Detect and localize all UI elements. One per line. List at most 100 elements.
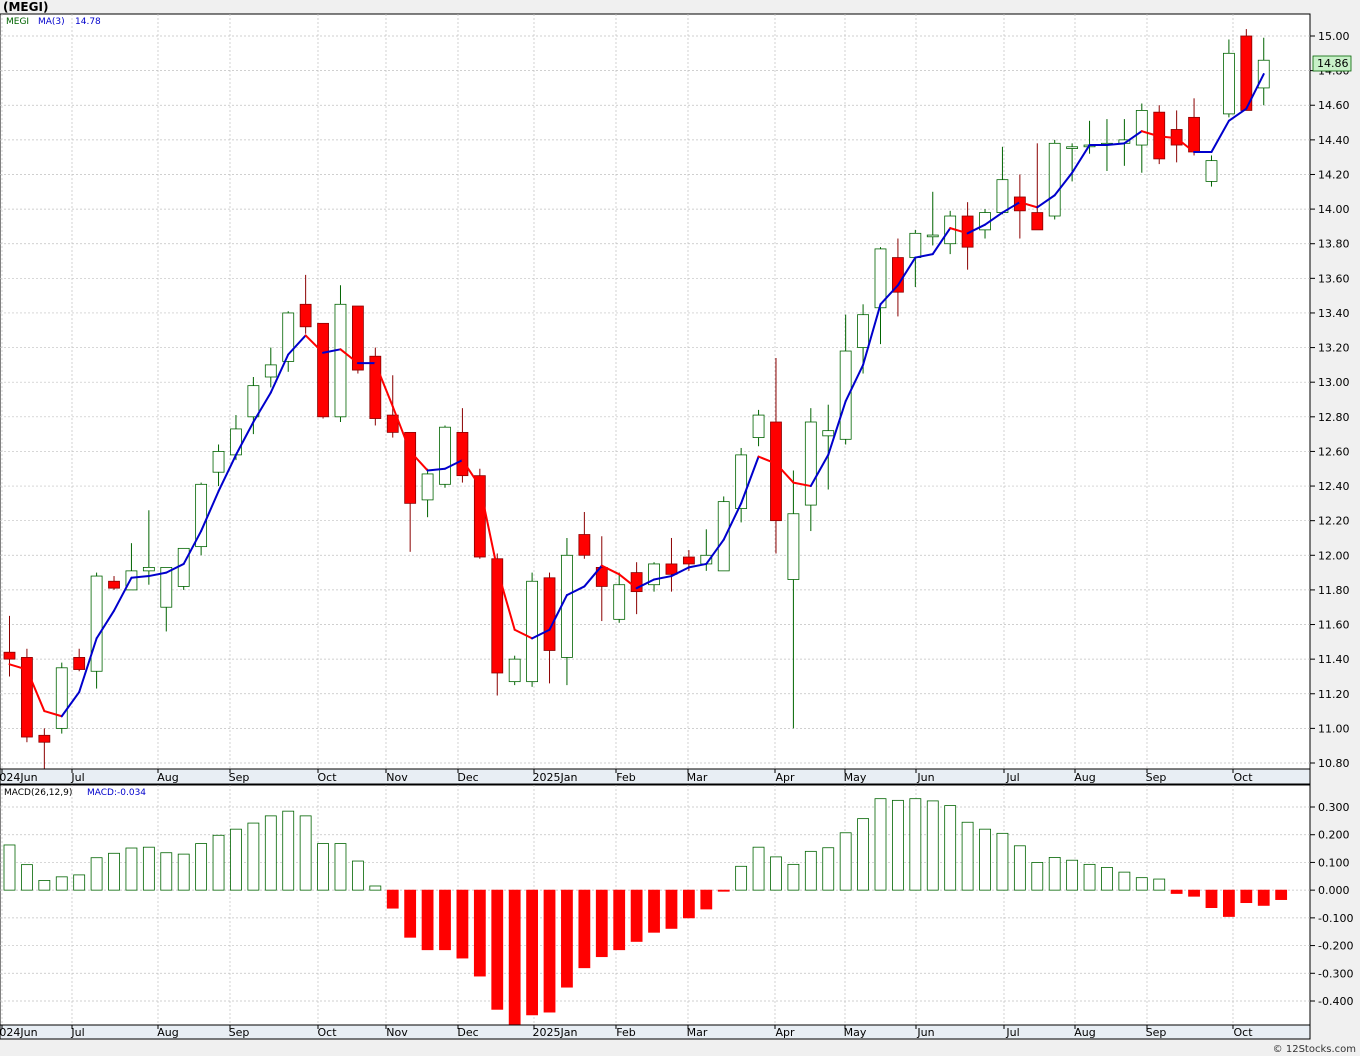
price-y-tick-label: 12.00 [1318,549,1350,562]
candle-body [543,577,556,651]
ma-segment [43,710,63,718]
x-tick-label: Oct [1233,1026,1253,1039]
macd-bar [421,889,434,951]
x-tick-label: Jul [70,771,84,784]
candle-body [926,234,939,238]
macd-y-axis: 0.300 0.200 0.100 0.000 -0.100 -0.200 -0.300 -0… [1310,801,1353,1008]
candle-body [299,303,312,328]
x-tick-label: Jul [1005,1026,1019,1039]
macd-bar [212,834,225,891]
candle [38,728,51,772]
candle-body [108,580,120,589]
candle-body [195,483,208,548]
candle-body [578,534,591,556]
macd-bar [979,828,991,891]
macd-bar [90,857,103,891]
macd-bar [1031,862,1044,891]
candle-body [1205,160,1218,182]
macd-bar [1240,889,1253,904]
macd-bar [682,889,695,919]
ma-segment [966,223,987,235]
macd-bar [822,847,835,891]
macd-legend-value: MACD:-0.034 [87,788,146,798]
x-tick-label: Feb [616,1026,635,1039]
price-y-tick-label: 13.80 [1318,238,1350,251]
x-tick-label: Nov [386,771,408,784]
candle-body [682,556,695,565]
candle [839,314,852,445]
x-tick-label: Sep [229,771,250,784]
x-tick-label: Dec [457,1026,478,1039]
candle [3,615,16,677]
macd-bar [456,889,469,959]
macd-bar [439,889,451,951]
x-tick-label: 2025Jan [533,771,578,784]
candle-body [125,570,138,591]
macd-bar [160,852,173,891]
ma-segment [862,303,882,366]
last-price-label: 14.86 [1317,57,1349,70]
ma-segment [774,462,795,484]
ma-segment [95,609,116,640]
macd-y-tick-label: -0.100 [1318,912,1353,925]
macd-bar [38,880,51,891]
price-y-tick-label: 14.00 [1318,203,1350,216]
macd-bar [996,832,1009,891]
macd-bar [334,843,347,891]
macd-legend-name: MACD(26,12,9) [4,788,72,798]
candle [108,576,120,590]
candle-body [334,303,347,418]
candle-body [1066,146,1079,149]
macd-bar [1275,889,1288,900]
ma-segment [1140,130,1161,138]
macd-bars [3,798,1288,1027]
ma-segment [931,227,952,256]
candle-body [439,426,451,485]
macd-bar [717,889,730,892]
candle [1223,39,1235,118]
macd-bar [142,846,155,891]
macd-bar [1118,871,1131,891]
ma-segment [757,455,777,465]
candle [142,510,155,585]
ma-segment [792,481,812,488]
legend-ma-value: 14.78 [75,17,101,27]
legend-ma-label: MA(3) [38,17,65,27]
macd-bar [595,889,608,958]
ma-segment [827,400,847,456]
x-tick-label: May [844,1026,867,1039]
macd-bar [665,889,678,929]
candle [247,376,260,435]
x-tick-label: Apr [775,1026,795,1039]
ma-segment [130,575,150,579]
ma-segment [234,421,255,456]
macd-bar [1101,867,1113,891]
macd-bar [473,889,486,977]
ma-segment [1053,171,1074,197]
macd-bar [944,805,957,891]
macd-bar [177,853,190,891]
ma-segment [531,628,551,640]
ma-segment [687,562,708,569]
candle [73,648,86,672]
x-tick-label: Aug [157,771,178,784]
candle-body [142,567,155,572]
candle-body [892,257,904,293]
price-y-tick-label: 13.60 [1318,272,1350,285]
price-y-tick-label: 10.80 [1318,757,1350,770]
ma-segment [548,594,568,631]
price-y-tick-label: 14.20 [1318,168,1350,181]
macd-bar [299,815,312,891]
macd-bar [1013,845,1026,891]
x-tick-label: Feb [616,771,635,784]
price-y-tick-label: 11.00 [1318,722,1350,735]
macd-x-axis: 2024Jun Jul Aug Sep Oct Nov Dec 2025Jan Feb Mar Ap… [0,1025,1253,1039]
candle-body [1223,52,1235,115]
candle-body [1135,110,1148,146]
price-grid [0,14,1310,769]
ma-segment [949,227,969,235]
ma-segment [426,467,446,472]
x-tick-label: Jul [70,1026,84,1039]
macd-bar [282,810,295,891]
macd-bar [735,865,748,891]
